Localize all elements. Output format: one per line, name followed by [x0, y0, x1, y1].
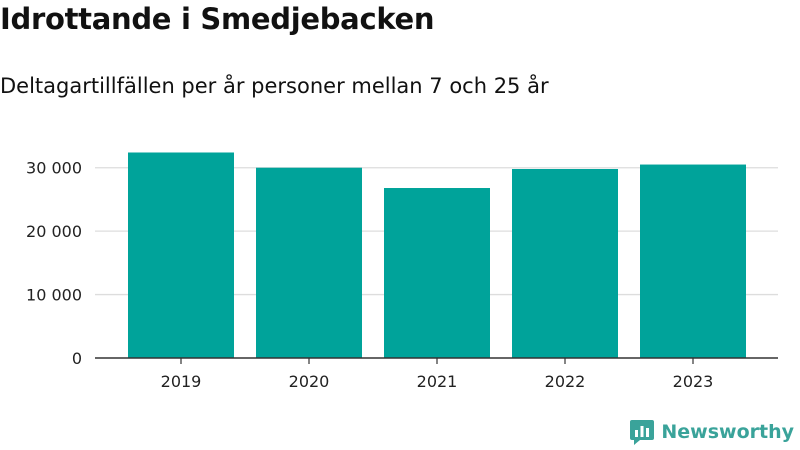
x-tick-label: 2022: [545, 372, 586, 391]
newsworthy-brand: Newsworthy: [629, 418, 794, 446]
x-tick-label: 2019: [161, 372, 202, 391]
bar-2022: [512, 168, 618, 358]
x-tick-label: 2020: [289, 372, 330, 391]
bar-2021: [384, 188, 490, 358]
x-tick-label: 2023: [673, 372, 714, 391]
y-tick-label: 10 000: [26, 286, 82, 305]
brand-name: Newsworthy: [661, 421, 794, 443]
y-tick-label: 30 000: [26, 159, 82, 178]
bar-2020: [256, 167, 362, 358]
chart-title: Idrottande i Smedjebacken: [0, 2, 435, 36]
chart-subtitle: Deltagartillfällen per år personer mella…: [0, 74, 549, 98]
y-tick-label: 0: [72, 349, 82, 368]
y-tick-label: 20 000: [26, 222, 82, 241]
bar-2019: [128, 152, 234, 358]
x-tick-label: 2021: [417, 372, 458, 391]
newsworthy-logo-icon: [630, 420, 655, 445]
bar-2023: [640, 164, 746, 358]
